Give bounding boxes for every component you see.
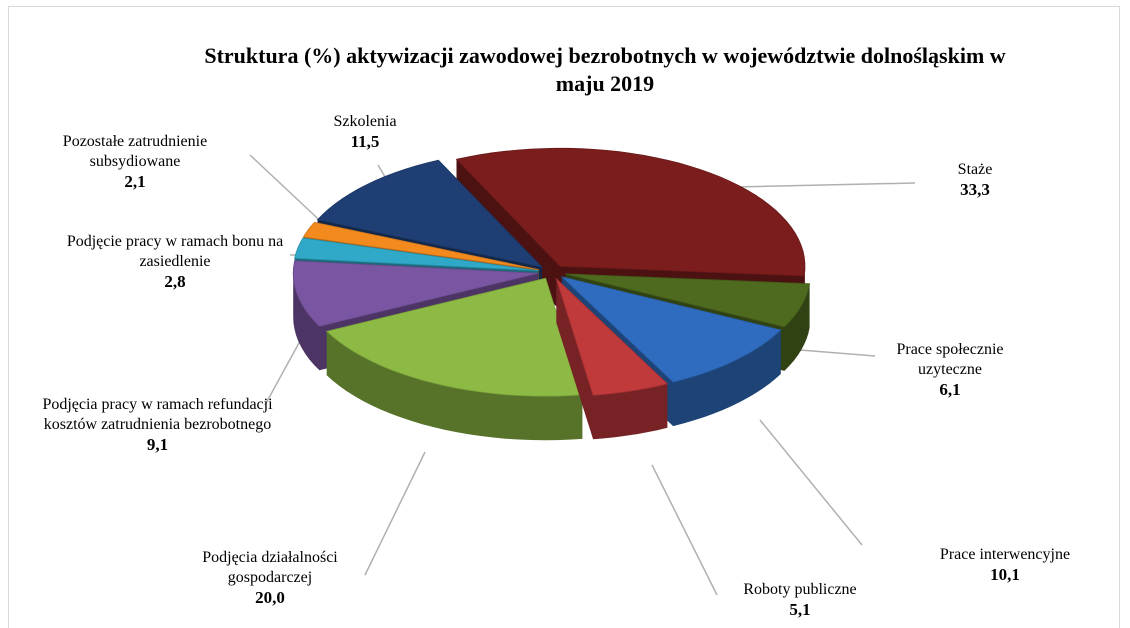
slice bbox=[325, 277, 583, 397]
category-label: Pozostałe zatrudnienie subsydiowane bbox=[62, 133, 208, 170]
slices bbox=[292, 147, 811, 441]
leader-line bbox=[759, 419, 863, 546]
chart-frame bbox=[8, 6, 1120, 628]
data-label: Podjęcia pracy w ramach refundacji koszt… bbox=[35, 395, 280, 456]
leader-line bbox=[264, 331, 306, 406]
slice bbox=[316, 159, 544, 268]
category-label: Staże bbox=[957, 161, 993, 178]
data-label: Prace interwencyjne 10,1 bbox=[905, 545, 1105, 586]
data-label: Szkolenia 11,5 bbox=[310, 112, 420, 153]
value-label: 33,3 bbox=[960, 180, 990, 199]
category-label: Prace interwencyjne bbox=[939, 546, 1071, 563]
value-label: 10,1 bbox=[990, 565, 1020, 584]
category-label: Podjęcie pracy w ramach bonu na zasiedle… bbox=[66, 233, 284, 270]
data-label: Prace społecznie uzyteczne 6,1 bbox=[870, 340, 1030, 401]
category-label: Roboty publiczne bbox=[743, 581, 857, 598]
value-label: 11,5 bbox=[350, 132, 380, 151]
data-label: Podjęcie pracy w ramach bonu na zasiedle… bbox=[55, 232, 295, 293]
slice bbox=[292, 260, 539, 327]
category-label: Podjęcia działalności gospodarczej bbox=[202, 549, 338, 586]
slice bbox=[560, 276, 782, 383]
value-label: 6,1 bbox=[939, 380, 961, 399]
value-label: 2,1 bbox=[124, 172, 146, 191]
slice bbox=[302, 221, 539, 270]
slice bbox=[294, 237, 539, 272]
value-label: 2,8 bbox=[164, 272, 186, 291]
leader-line bbox=[651, 464, 718, 596]
slice bbox=[565, 273, 811, 328]
slice bbox=[555, 277, 669, 396]
category-label: Podjęcia pracy w ramach refundacji koszt… bbox=[42, 396, 273, 433]
category-label: Szkolenia bbox=[333, 113, 397, 130]
value-label: 9,1 bbox=[146, 435, 169, 454]
slice bbox=[455, 147, 806, 277]
leader-line bbox=[249, 154, 331, 231]
leader-line bbox=[364, 451, 426, 576]
value-label: 5,1 bbox=[789, 600, 811, 619]
value-label: 20,0 bbox=[255, 588, 285, 607]
data-label: Roboty publiczne 5,1 bbox=[710, 580, 890, 621]
category-label: Prace społecznie uzyteczne bbox=[896, 341, 1004, 378]
data-label: Pozostałe zatrudnienie subsydiowane 2,1 bbox=[30, 132, 240, 193]
leader-line bbox=[799, 349, 876, 357]
data-label: Staże 33,3 bbox=[915, 160, 1035, 201]
data-label: Podjęcia działalności gospodarczej 20,0 bbox=[170, 548, 370, 609]
chart-title: Struktura (%) aktywizacji zawodowej bezr… bbox=[204, 43, 1006, 96]
leader-lines bbox=[249, 154, 916, 596]
